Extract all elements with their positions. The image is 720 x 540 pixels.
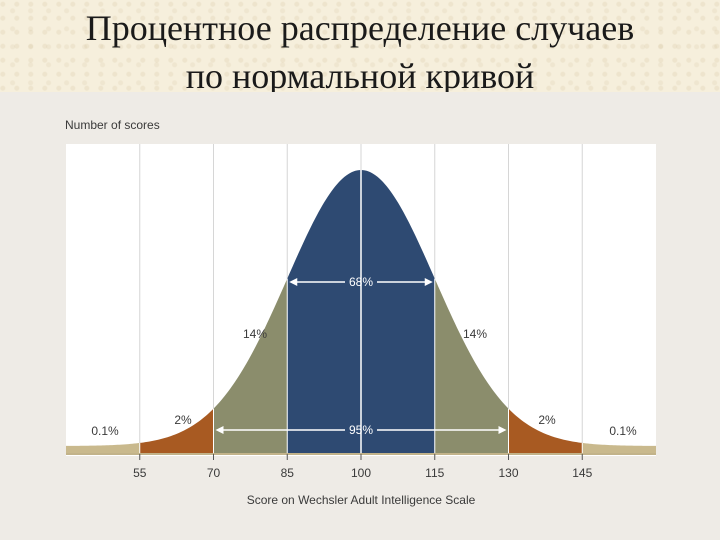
title-band: Процентное распределение случаев по норм… <box>0 0 720 92</box>
region-label-3: 34% <box>313 156 337 170</box>
region-4 <box>361 170 435 454</box>
region-label-2: 14% <box>243 327 267 341</box>
region-label-6: 2% <box>538 413 556 427</box>
tick-label-85: 85 <box>281 466 295 480</box>
region-6 <box>508 408 583 454</box>
annotation-0-label: 68% <box>349 275 373 289</box>
annotation-1-arrow-right <box>498 426 507 434</box>
x-ticks: 55 70 85 100 115 130 145 <box>66 453 656 480</box>
region-labels: 0.1% 2% 14% 34% 34% 14% 2% 0.1% <box>91 156 637 438</box>
region-3 <box>287 170 361 454</box>
tick-label-145: 145 <box>572 466 592 480</box>
y-axis-label: Number of scores <box>65 118 160 132</box>
tick-label-100: 100 <box>351 466 371 480</box>
tick-label-130: 130 <box>498 466 518 480</box>
region-label-1: 2% <box>174 413 192 427</box>
slide-title-line1: Процентное распределение случаев <box>85 8 635 48</box>
region-1 <box>139 408 214 454</box>
region-label-5: 14% <box>463 327 487 341</box>
annotations: 68% 95% <box>215 275 507 437</box>
tick-label-115: 115 <box>425 466 444 480</box>
x-axis-label: Score on Wechsler Adult Intelligence Sca… <box>247 493 476 507</box>
annotation-1-label: 95% <box>349 423 373 437</box>
slide-title-line2: по нормальной кривой <box>185 56 535 92</box>
region-7 <box>582 442 656 454</box>
region-label-4: 34% <box>384 156 408 170</box>
tick-label-55: 55 <box>133 466 147 480</box>
region-label-0: 0.1% <box>91 424 119 438</box>
region-2 <box>213 278 288 454</box>
region-5 <box>434 278 509 454</box>
annotation-1-arrow-left <box>215 426 224 434</box>
region-0 <box>66 442 140 454</box>
region-label-7: 0.1% <box>609 424 637 438</box>
annotation-0-arrow-right <box>424 278 433 286</box>
tick-label-70: 70 <box>207 466 221 480</box>
annotation-0-arrow-left <box>289 278 298 286</box>
curve-regions <box>66 170 656 454</box>
